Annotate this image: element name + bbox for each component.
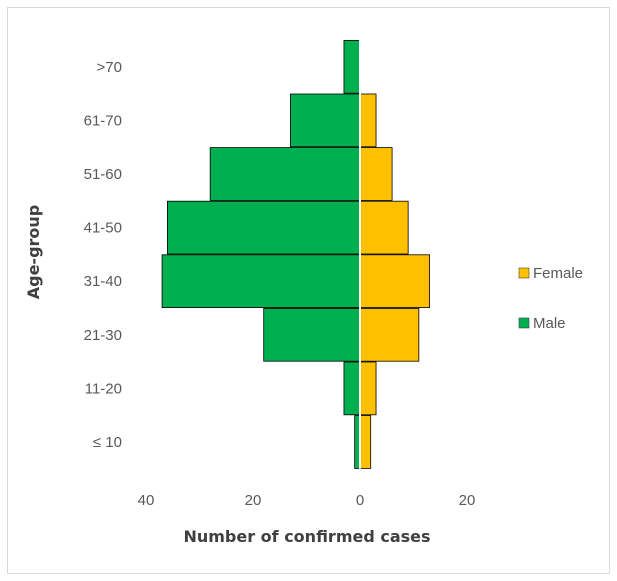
x-tick-label: 20 [459, 492, 476, 509]
x-axis-title: Number of confirmed cases [183, 527, 430, 546]
bar-female-41-50 [359, 200, 409, 255]
bar-male-70 [343, 40, 361, 94]
bar-male-31-40 [161, 254, 361, 309]
y-tick-labels: ≤ 10 11-20 21-30 31-40 41-50 51-60 61-70 >70 [84, 59, 122, 451]
x-tick-labels: 40 20 0 20 [138, 492, 476, 509]
legend-label-male: Male [533, 315, 566, 332]
y-tick-label: 21-30 [84, 327, 122, 344]
y-tick-label: >70 [97, 59, 122, 76]
bar-female-11-20 [359, 361, 377, 416]
x-tick-label: 0 [356, 492, 364, 509]
bar-female-21-30 [359, 307, 420, 362]
bar-male-61-70 [290, 93, 361, 148]
legend-label-female: Female [533, 265, 583, 282]
bar-female-61-70 [359, 93, 377, 148]
y-axis-title: Age-group [24, 205, 43, 300]
y-tick-label: 51-60 [84, 166, 122, 183]
y-tick-label: ≤ 10 [93, 434, 122, 451]
y-tick-label: 31-40 [84, 273, 122, 290]
legend: Female Male [518, 265, 583, 332]
bar-male-41-50 [166, 200, 361, 255]
legend-swatch-female [518, 267, 530, 279]
x-tick-label: 40 [138, 492, 155, 509]
legend-swatch-male [518, 317, 530, 329]
bar-male-21-30 [263, 307, 361, 362]
bar-male-51-60 [209, 147, 361, 201]
y-tick-label: 41-50 [84, 220, 122, 237]
bar-female-51-60 [359, 147, 393, 201]
bar-female-31-40 [359, 254, 430, 309]
x-tick-label: 20 [245, 492, 262, 509]
bars-group [161, 40, 430, 469]
bar-male-11-20 [343, 361, 361, 416]
bar-female-10 [359, 415, 372, 469]
y-tick-label: 61-70 [84, 112, 122, 129]
y-tick-label: 11-20 [85, 380, 122, 397]
